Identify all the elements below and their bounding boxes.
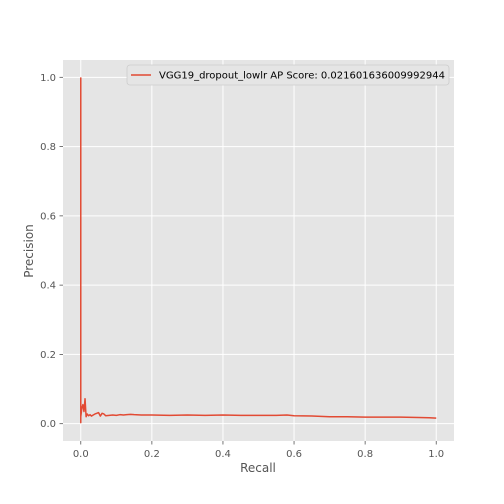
series-line (80, 77, 437, 424)
x-tick-label: 0.0 (73, 449, 89, 460)
x-tick-label: 0.8 (357, 449, 373, 460)
plot-background (63, 60, 454, 441)
x-axis-label: Recall (240, 461, 276, 475)
y-axis-label: Precision (22, 224, 36, 278)
x-tick-label: 0.2 (144, 449, 160, 460)
legend: VGG19_dropout_lowlr AP Score: 0.02160163… (126, 64, 450, 86)
legend-box (126, 64, 450, 86)
x-tick-label: 1.0 (428, 449, 444, 460)
y-tick-label: 0.4 (40, 281, 56, 292)
y-tick-label: 0.8 (40, 142, 56, 153)
y-tick-label: 0.6 (40, 211, 56, 222)
legend-label: VGG19_dropout_lowlr AP Score: 0.02160163… (159, 71, 445, 82)
x-axis-ticks: 0.0 0.2 0.4 0.6 0.8 1.0 (73, 441, 444, 460)
y-tick-label: 1.0 (40, 73, 56, 84)
x-tick-label: 0.6 (286, 449, 302, 460)
y-tick-label: 0.0 (40, 419, 56, 430)
y-axis-ticks: 0.0 0.2 0.4 0.6 0.8 1.0 (40, 73, 63, 430)
y-tick-label: 0.2 (40, 350, 56, 361)
x-tick-label: 0.4 (215, 449, 231, 460)
